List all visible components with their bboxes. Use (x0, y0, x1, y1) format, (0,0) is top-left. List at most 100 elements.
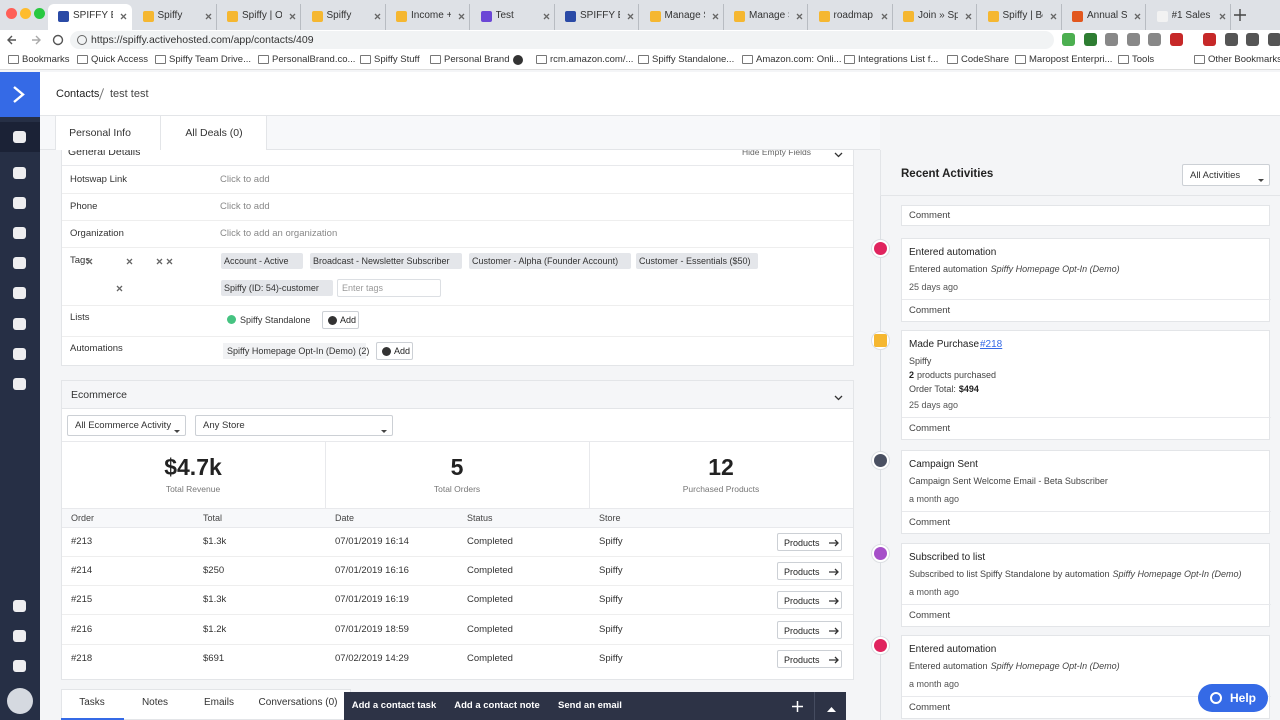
user-avatar[interactable] (7, 688, 33, 714)
filter-value[interactable]: All Activities (1190, 170, 1241, 181)
bookmark[interactable]: Bookmarks (22, 54, 70, 65)
bookmark[interactable]: PersonalBrand.co... (272, 54, 356, 65)
extension-icon[interactable] (1224, 33, 1238, 46)
browser-tab[interactable]: Spiffy | Be (978, 4, 1062, 30)
bookmark[interactable]: Personal Brand (444, 54, 510, 65)
bottom-tab[interactable]: Tasks (79, 697, 105, 708)
bookmark[interactable]: Maropost Enterpri... (1029, 54, 1113, 65)
comment-link[interactable]: Comment (909, 517, 951, 528)
tab-title[interactable]: Spiffy | Be (1002, 10, 1043, 21)
tab-title[interactable]: #1 Sales F (1171, 10, 1212, 21)
sidebar-icon[interactable] (13, 600, 26, 612)
help-label[interactable]: Help (1230, 691, 1257, 705)
tag[interactable]: Spiffy (ID: 54)-customer (221, 280, 333, 296)
comment-link[interactable]: Comment (909, 210, 951, 221)
window-button[interactable] (20, 8, 31, 19)
url[interactable]: https://spiffy.activehosted.com/app/cont… (91, 34, 314, 46)
field-value[interactable]: Click to add (220, 174, 270, 185)
products-button[interactable]: Products (777, 650, 842, 668)
products-button[interactable]: Products (777, 562, 842, 580)
add-button[interactable]: Add (376, 342, 413, 360)
filter-select[interactable]: All Ecommerce Activity (67, 415, 186, 436)
tab-title[interactable]: Test (495, 10, 514, 21)
activity-link[interactable]: #218 (980, 339, 1003, 350)
bookmark[interactable]: Spiffy Standalone... (652, 54, 735, 65)
tag-placeholder[interactable]: Enter tags (342, 283, 384, 293)
tab-title[interactable]: Spiffy | Op (242, 10, 282, 21)
browser-tab[interactable]: Manage S (724, 4, 808, 30)
browser-tab[interactable]: Spiffy (133, 4, 217, 30)
browser-tab[interactable]: Manage S (640, 4, 724, 30)
sidebar-icon[interactable] (13, 131, 26, 143)
browser-tab[interactable]: SPIFFY Em (555, 4, 639, 30)
browser-tab[interactable]: roadmap (809, 4, 893, 30)
automation-chip[interactable]: Spiffy Homepage Opt-In (Demo) (2) (223, 343, 370, 359)
automation-name[interactable]: Spiffy Homepage Opt-In (Demo) (2) (227, 346, 370, 356)
address-bar[interactable]: https://spiffy.activehosted.com/app/cont… (70, 31, 1054, 49)
products-button[interactable]: Products (777, 533, 842, 551)
button-label[interactable]: Products (784, 567, 820, 577)
tag[interactable]: Customer - Alpha (Founder Account) (469, 253, 631, 269)
tab-title[interactable]: SPIFFY Em (73, 10, 113, 21)
bookmark[interactable]: Quick Access (91, 54, 149, 65)
button-label[interactable]: Products (784, 538, 820, 548)
browser-tab[interactable]: Income + I (386, 4, 470, 30)
extension-icon[interactable] (1083, 33, 1097, 46)
filter-select[interactable]: Any Store (195, 415, 393, 436)
window-button[interactable] (6, 8, 17, 19)
hide-empty-toggle[interactable]: Hide Empty Fields (742, 147, 811, 157)
sidebar-icon[interactable] (13, 257, 26, 269)
tab-title[interactable]: Spiffy (157, 10, 183, 21)
tag[interactable]: Customer - Essentials ($50) (636, 253, 758, 269)
bookmark-icon[interactable] (513, 55, 523, 65)
button-label[interactable]: Products (784, 655, 820, 665)
extension-icon[interactable] (1203, 33, 1216, 46)
subtab[interactable]: All Deals (0) (185, 127, 243, 139)
extension-icon[interactable] (1246, 33, 1259, 46)
tag-input[interactable]: Enter tags (337, 279, 441, 297)
sidebar-icon[interactable] (13, 378, 26, 390)
tab-title[interactable]: Annual Su (1087, 10, 1127, 21)
sidebar-icon[interactable] (13, 660, 26, 672)
sidebar-icon[interactable] (13, 630, 26, 642)
sidebar-icon[interactable] (13, 348, 26, 360)
filter-value[interactable]: Any Store (203, 420, 245, 431)
bookmark[interactable]: Spiffy Team Drive... (169, 54, 252, 65)
tab-title[interactable]: Spiffy (326, 10, 352, 21)
comment-link[interactable]: Comment (909, 702, 951, 713)
extension-icon[interactable] (1267, 33, 1280, 46)
browser-tab[interactable]: Test (471, 4, 555, 30)
extension-icon[interactable] (1169, 33, 1183, 46)
sidebar-icon[interactable] (13, 227, 26, 239)
browser-tab[interactable]: SPIFFY Em (48, 4, 132, 30)
breadcrumb-link[interactable]: Contacts (56, 88, 100, 100)
comment-link[interactable]: Comment (909, 610, 951, 621)
browser-tab[interactable]: Join » Spi (893, 4, 977, 30)
field-value[interactable]: Click to add (220, 201, 270, 212)
bookmark[interactable]: Other Bookmarks (1208, 54, 1280, 65)
button-label[interactable]: Products (784, 626, 820, 636)
products-button[interactable]: Products (777, 621, 842, 639)
action-button[interactable]: Add a contact task (351, 700, 437, 711)
activity-filter[interactable]: All Activities (1182, 164, 1270, 186)
browser-tab[interactable]: Annual Su (1062, 4, 1146, 30)
window-button[interactable] (34, 8, 45, 19)
tab-title[interactable]: Income + I (411, 10, 451, 21)
bottom-tab[interactable]: Notes (141, 697, 169, 708)
help-button[interactable]: Help (1198, 684, 1268, 712)
browser-tab[interactable]: #1 Sales F (1147, 4, 1231, 30)
action-button[interactable]: Add a contact note (454, 700, 540, 711)
subtab[interactable]: Personal Info (69, 127, 131, 139)
tab-title[interactable]: roadmap (833, 10, 873, 21)
bookmark[interactable]: Tools (1132, 54, 1155, 65)
add-button[interactable]: Add (322, 311, 359, 329)
extension-icon[interactable] (1148, 33, 1161, 46)
button-label[interactable]: Products (784, 596, 820, 606)
bookmark[interactable]: CodeShare (961, 54, 1010, 65)
tag[interactable]: Account - Active (221, 253, 303, 269)
sidebar-icon[interactable] (13, 318, 26, 330)
extension-icon[interactable] (1105, 33, 1118, 46)
tab-title[interactable]: SPIFFY Em (580, 10, 620, 21)
comment-link[interactable]: Comment (909, 305, 951, 316)
bookmark[interactable]: rcm.amazon.com/... (550, 54, 634, 65)
